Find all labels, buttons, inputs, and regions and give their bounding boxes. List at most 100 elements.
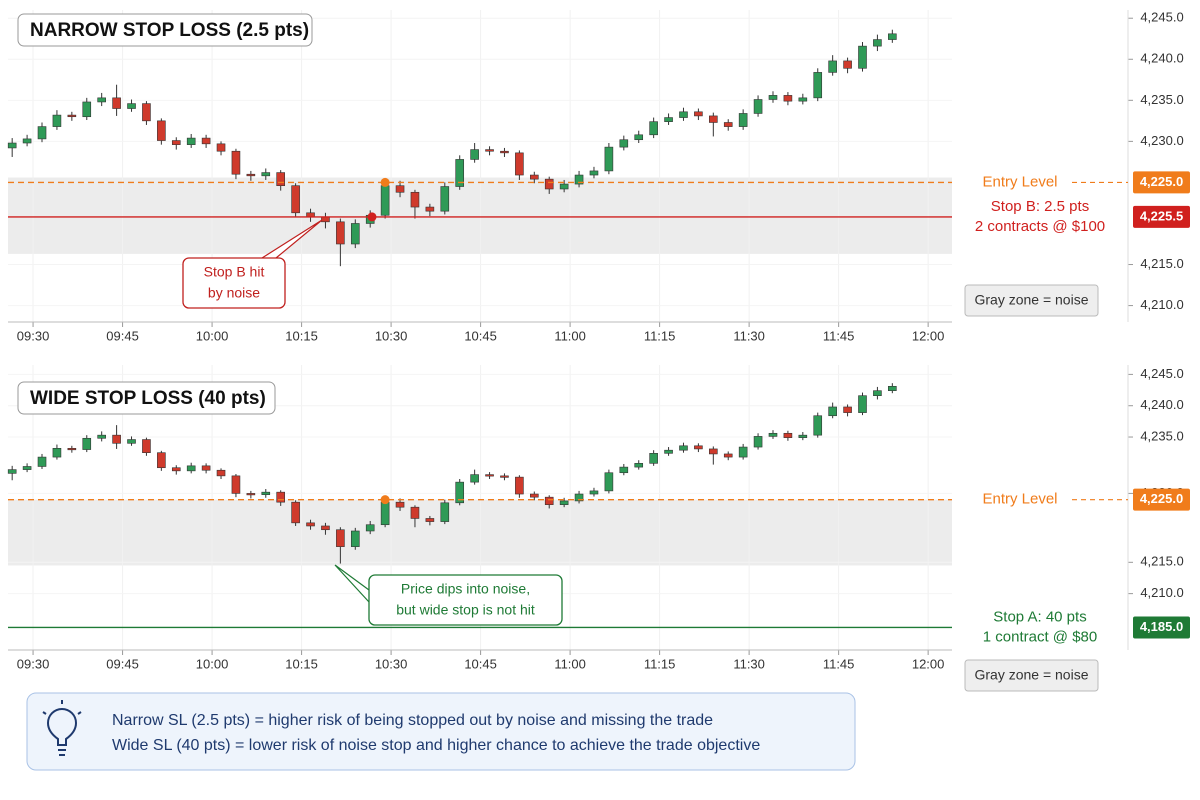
candle-body — [276, 172, 285, 187]
candle-body — [7, 469, 17, 474]
candle-body — [559, 500, 569, 505]
y-tick-label: 4,230.0 — [1140, 133, 1183, 148]
candle-body — [52, 114, 62, 127]
y-tick-label: 4,245.0 — [1140, 10, 1183, 25]
callout-pointer — [261, 219, 323, 259]
candle-body — [873, 39, 882, 47]
x-tick-label: 10:30 — [375, 328, 408, 343]
candle-body — [813, 415, 823, 436]
candle-body — [768, 95, 778, 100]
candle-body — [112, 434, 121, 444]
x-tick-label: 12:00 — [912, 328, 945, 343]
candle-body — [127, 103, 136, 109]
candle-body — [500, 475, 509, 478]
zone-label: Gray zone = noise — [974, 292, 1088, 308]
candle-body — [380, 501, 390, 526]
price-tag — [1133, 488, 1190, 511]
candle-body — [246, 173, 256, 177]
y-tick-label: 4,215.0 — [1140, 554, 1183, 569]
candle-body — [679, 445, 688, 451]
callout-pointer — [334, 564, 370, 603]
candle-body — [589, 170, 599, 176]
x-tick-label: 11:45 — [823, 328, 855, 343]
candle-body — [738, 446, 748, 458]
zone-label-box — [964, 659, 1099, 692]
price-tag-label: 4,225.0 — [1140, 174, 1183, 189]
candle-body — [112, 97, 121, 109]
candle-body — [350, 223, 360, 245]
x-tick-label: 09:30 — [17, 656, 50, 671]
candle-body — [664, 449, 673, 454]
marker — [380, 177, 390, 187]
x-tick-label: 09:45 — [106, 328, 139, 343]
candle-body — [216, 469, 226, 477]
x-tick-label: 11:00 — [554, 328, 586, 343]
callout-text: but wide stop is not hit — [396, 602, 535, 618]
candle-body — [604, 146, 614, 172]
level-label: 2 contracts @ $100 — [975, 218, 1105, 235]
candle-body — [455, 481, 465, 504]
x-tick-label: 10:15 — [285, 656, 318, 671]
candle-body — [798, 434, 808, 438]
candle-body — [380, 185, 390, 216]
bulb-icon — [42, 700, 82, 756]
candle-body — [709, 448, 718, 455]
title-box — [17, 381, 276, 415]
candle-body — [82, 437, 92, 450]
chart: 09:30 09:45 10:00 10:15 10:30 10:45 11:00 11:15… — [7, 10, 1190, 343]
candle-body — [157, 452, 166, 469]
candle-body — [753, 99, 763, 114]
candle-body — [276, 491, 285, 503]
candle-body — [425, 206, 435, 212]
chart-title: NARROW STOP LOSS (2.5 pts) — [30, 20, 309, 41]
candle-body — [22, 138, 32, 144]
candle-body — [500, 150, 509, 154]
candle-body — [649, 453, 658, 464]
candle-body — [723, 122, 733, 127]
candle-body — [858, 395, 867, 413]
title-box — [17, 13, 313, 47]
candle-body — [261, 172, 271, 177]
x-tick-label: 10:45 — [464, 656, 497, 671]
tip-line: Wide SL (40 pts) = lower risk of noise s… — [112, 737, 760, 754]
candle-body — [246, 493, 256, 496]
candle-body — [455, 159, 465, 187]
level-label: Stop B: 2.5 pts — [991, 198, 1089, 215]
candle-body — [664, 117, 673, 122]
chart-title: WIDE STOP LOSS (40 pts) — [30, 388, 266, 409]
candle-body — [171, 140, 181, 145]
candle-body — [67, 448, 77, 451]
x-tick-label: 11:15 — [644, 328, 676, 343]
candle-body — [559, 183, 569, 190]
candle-body — [485, 474, 494, 477]
candle-body — [574, 174, 584, 185]
candle-body — [783, 432, 793, 438]
y-tick-label: 4,210.0 — [1140, 585, 1183, 600]
y-tick-label: 4,245.0 — [1140, 366, 1183, 381]
candle-body — [336, 221, 345, 245]
price-tag-label: 4,225.0 — [1140, 491, 1183, 506]
candle-body — [336, 529, 345, 547]
candle-body — [768, 432, 778, 437]
x-tick-label: 10:45 — [464, 328, 497, 343]
y-tick-label: 4,235.0 — [1140, 92, 1183, 107]
price-tag — [1133, 205, 1190, 228]
candle-body — [843, 406, 852, 413]
candle-body — [37, 126, 47, 140]
price-tag-label: 4,225.5 — [1140, 208, 1183, 223]
candle-body — [306, 522, 315, 527]
candle-body — [142, 103, 151, 122]
callout-text: Price dips into noise, — [401, 581, 530, 597]
candle-body — [142, 439, 151, 453]
candle-body — [7, 142, 17, 149]
candle-body — [634, 134, 644, 141]
candle-body — [395, 501, 405, 508]
candle-body — [321, 216, 330, 223]
candle-body — [828, 406, 837, 417]
tip-box — [26, 692, 856, 771]
x-tick-label: 11:15 — [644, 656, 676, 671]
tip-line: Narrow SL (2.5 pts) = higher risk of bei… — [112, 712, 713, 729]
callout-text: by noise — [208, 285, 260, 301]
x-tick-label: 11:30 — [733, 656, 765, 671]
